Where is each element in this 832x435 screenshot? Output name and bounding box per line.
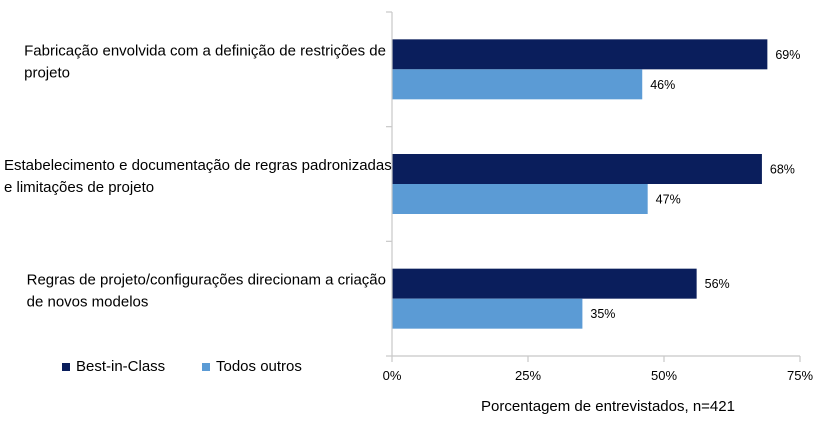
- data-label: 35%: [590, 307, 615, 321]
- category-label-line: projeto: [24, 64, 70, 81]
- x-tick-label: 25%: [515, 368, 541, 383]
- bar-todos-outros: [392, 298, 583, 329]
- x-tick-label: 50%: [651, 368, 677, 383]
- legend-label: Todos outros: [216, 358, 302, 375]
- category-label-line: Regras de projeto/configurações direcion…: [27, 272, 386, 289]
- bars-layer: 69% 46% 68% 47% 56% 35%: [392, 39, 800, 329]
- bar-best-in-class: [392, 268, 697, 299]
- legend-swatch: [202, 363, 210, 371]
- data-label: 69%: [775, 48, 800, 62]
- legend: Best-in-Class Todos outros: [62, 358, 302, 375]
- legend-label: Best-in-Class: [76, 358, 165, 375]
- x-axis: 0% 25% 50% 75%: [383, 11, 813, 383]
- category-label-line: e limitações de projeto: [4, 179, 154, 196]
- category-label: Fabricação envolvida com a definição de …: [24, 42, 386, 81]
- category-label-line: Fabricação envolvida com a definição de …: [24, 42, 386, 59]
- data-label: 46%: [650, 78, 675, 92]
- category-label-line: Estabelecimento e documentação de regras…: [4, 157, 392, 174]
- bar-best-in-class: [392, 154, 762, 184]
- data-label: 56%: [705, 277, 730, 291]
- category-label: Regras de projeto/configurações direcion…: [27, 272, 386, 311]
- legend-swatch: [62, 363, 70, 371]
- bar-todos-outros: [392, 184, 648, 214]
- bar-todos-outros: [392, 69, 643, 100]
- category-label: Estabelecimento e documentação de regras…: [4, 157, 392, 196]
- category-label-line: de novos modelos: [27, 294, 149, 311]
- data-label: 68%: [770, 163, 795, 177]
- x-axis-title: Porcentagem de entrevistados, n=421: [481, 398, 735, 415]
- x-tick-label: 75%: [787, 368, 813, 383]
- bar-best-in-class: [392, 39, 768, 70]
- category-labels: Fabricação envolvida com a definição de …: [4, 42, 392, 310]
- data-label: 47%: [656, 193, 681, 207]
- x-tick-label: 0%: [383, 368, 402, 383]
